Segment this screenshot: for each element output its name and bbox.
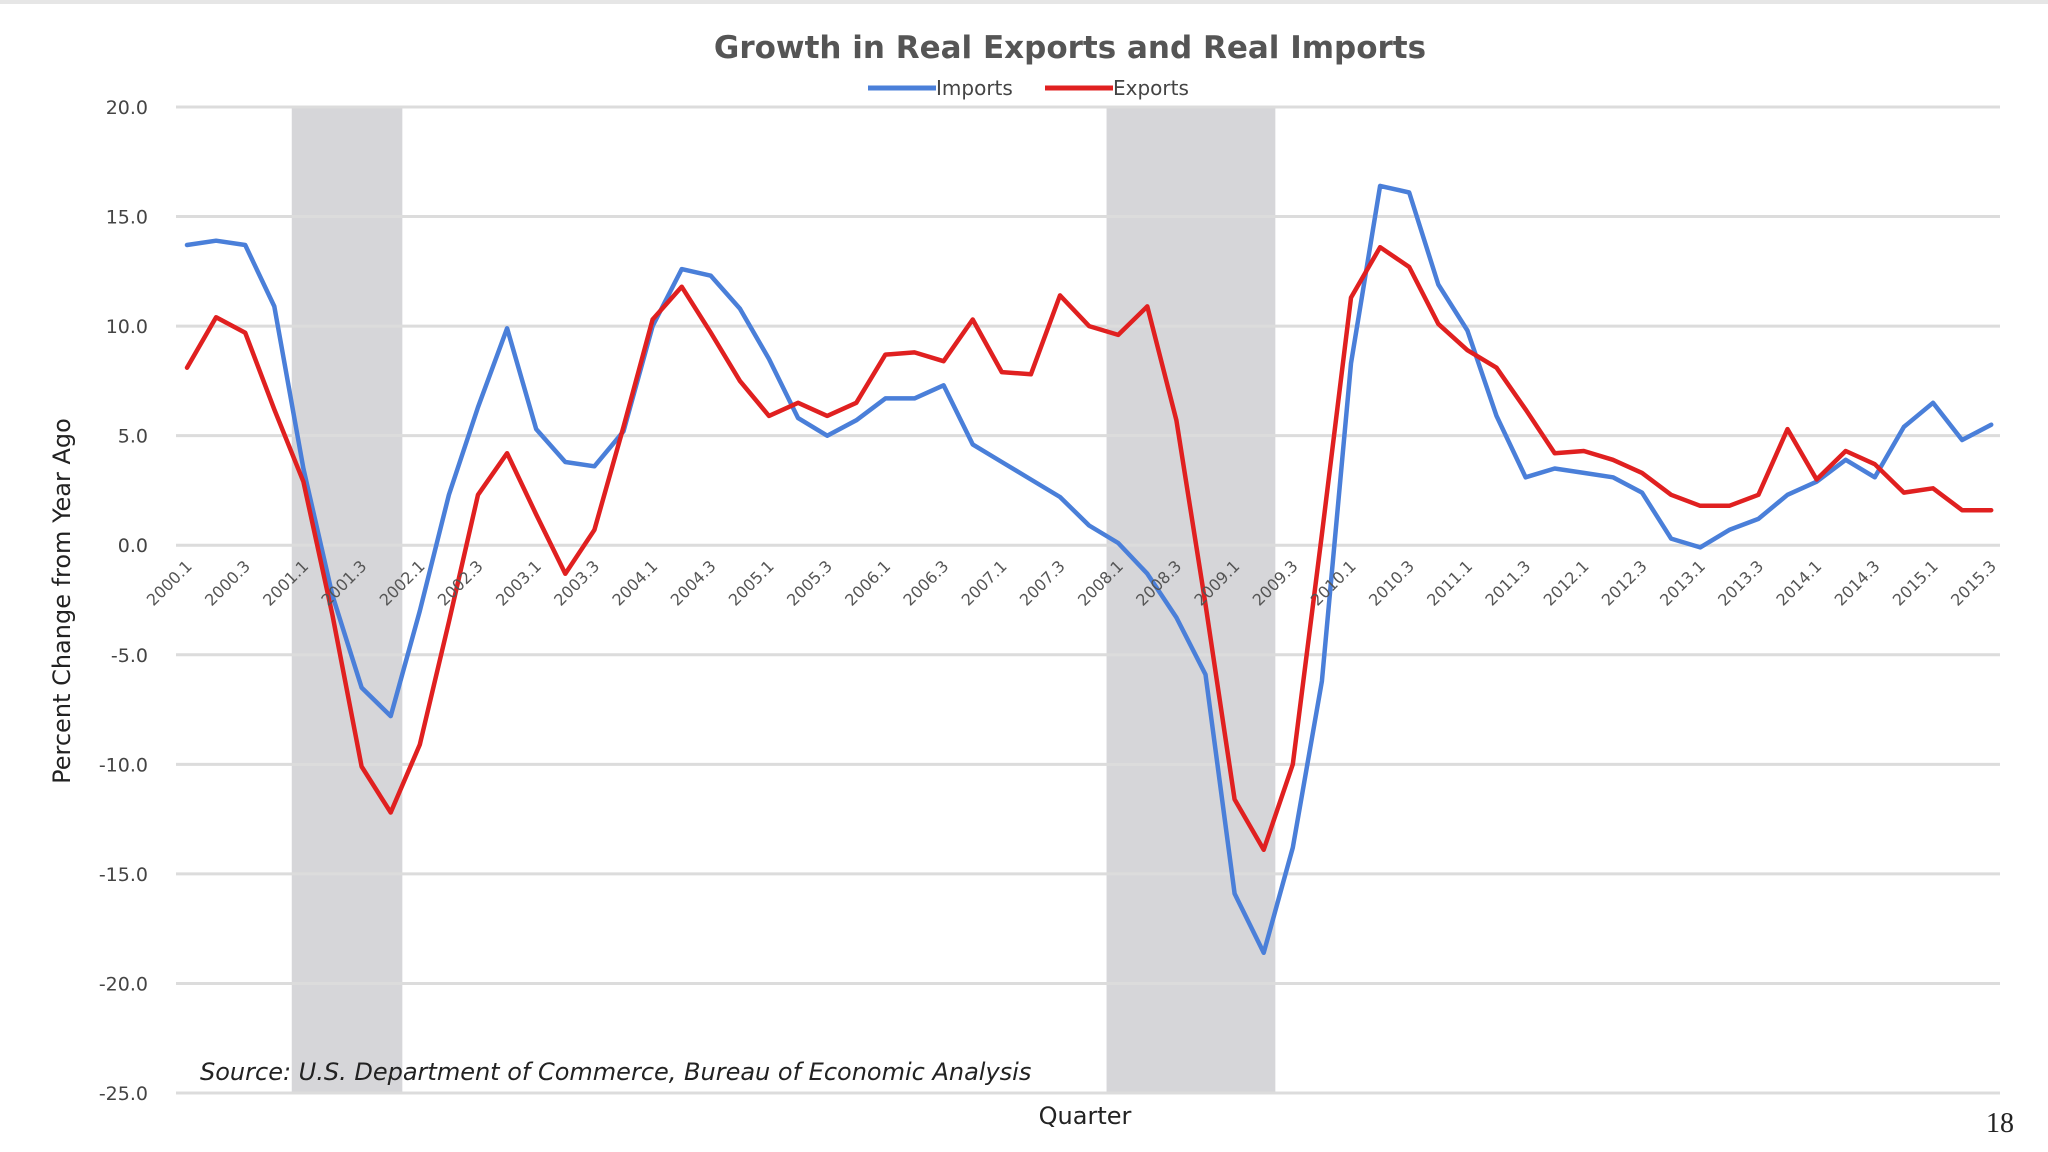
x-tick-label-2013.3: 2013.3 — [1714, 557, 1767, 610]
x-tick-label-2011.3: 2011.3 — [1481, 557, 1534, 610]
x-tick-label-2005.3: 2005.3 — [783, 557, 836, 610]
x-tick-label-2003.1: 2003.1 — [492, 557, 545, 610]
x-tick-label-2012.3: 2012.3 — [1598, 557, 1651, 610]
x-tick-label-2006.3: 2006.3 — [899, 557, 952, 610]
x-tick-label-2000.3: 2000.3 — [201, 557, 254, 610]
x-tick-label-2012.1: 2012.1 — [1540, 557, 1593, 610]
x-tick-label-2000.1: 2000.1 — [143, 557, 196, 610]
x-tick-label-2005.1: 2005.1 — [725, 557, 778, 610]
y-tick-label--25.0: -25.0 — [99, 1083, 148, 1105]
legend: Imports Exports — [868, 76, 1189, 100]
x-tick-label-2010.3: 2010.3 — [1365, 557, 1418, 610]
recession-bands — [291, 107, 1276, 1093]
x-tick-label-2015.3: 2015.3 — [1947, 557, 2000, 610]
y-tick-label-15.0: 15.0 — [106, 207, 148, 229]
legend-label-exports: Exports — [1113, 76, 1189, 100]
y-tick-label--5.0: -5.0 — [111, 645, 148, 667]
x-tick-label-2006.1: 2006.1 — [841, 557, 894, 610]
x-tick-label-2004.1: 2004.1 — [608, 557, 661, 610]
x-tick-label-2011.1: 2011.1 — [1423, 557, 1476, 610]
x-tick-label-2014.1: 2014.1 — [1772, 557, 1825, 610]
page-number: 18 — [1986, 1108, 2014, 1139]
y-tick-label--10.0: -10.0 — [99, 754, 148, 776]
y-tick-label-20.0: 20.0 — [106, 97, 148, 119]
y-tick-label--15.0: -15.0 — [99, 864, 148, 886]
x-axis-label: Quarter — [1039, 1102, 1132, 1130]
recession-band-2 — [1106, 107, 1276, 1093]
source-note: Source: U.S. Department of Commerce, Bur… — [200, 1058, 1031, 1086]
y-tick-label--20.0: -20.0 — [99, 973, 148, 995]
y-axis-label: Percent Change from Year Ago — [48, 418, 76, 784]
y-tick-labels: 20.0 15.0 10.0 5.0 0.0 -5.0 -10.0 -15.0 -20.0 -25… — [99, 97, 148, 1105]
x-tick-label-2004.3: 2004.3 — [667, 557, 720, 610]
x-tick-label-2013.1: 2013.1 — [1656, 557, 1709, 610]
x-tick-label-2007.3: 2007.3 — [1016, 557, 1069, 610]
series-line-imports — [184, 183, 1994, 956]
y-tick-label-5.0: 5.0 — [118, 426, 148, 448]
y-tick-label-0.0: 0.0 — [118, 535, 148, 557]
top-rule — [0, 0, 2048, 4]
y-tick-label-10.0: 10.0 — [106, 316, 148, 338]
legend-label-imports: Imports — [936, 76, 1013, 100]
x-tick-label-2014.3: 2014.3 — [1831, 557, 1884, 610]
series-line-exports — [184, 244, 1994, 853]
x-tick-label-2015.1: 2015.1 — [1889, 557, 1942, 610]
series-lines — [184, 183, 1994, 956]
x-tick-label-2007.1: 2007.1 — [958, 557, 1011, 610]
recession-band-1 — [291, 107, 403, 1093]
x-tick-label-2003.3: 2003.3 — [550, 557, 603, 610]
chart-title: Growth in Real Exports and Real Imports — [714, 30, 1426, 66]
